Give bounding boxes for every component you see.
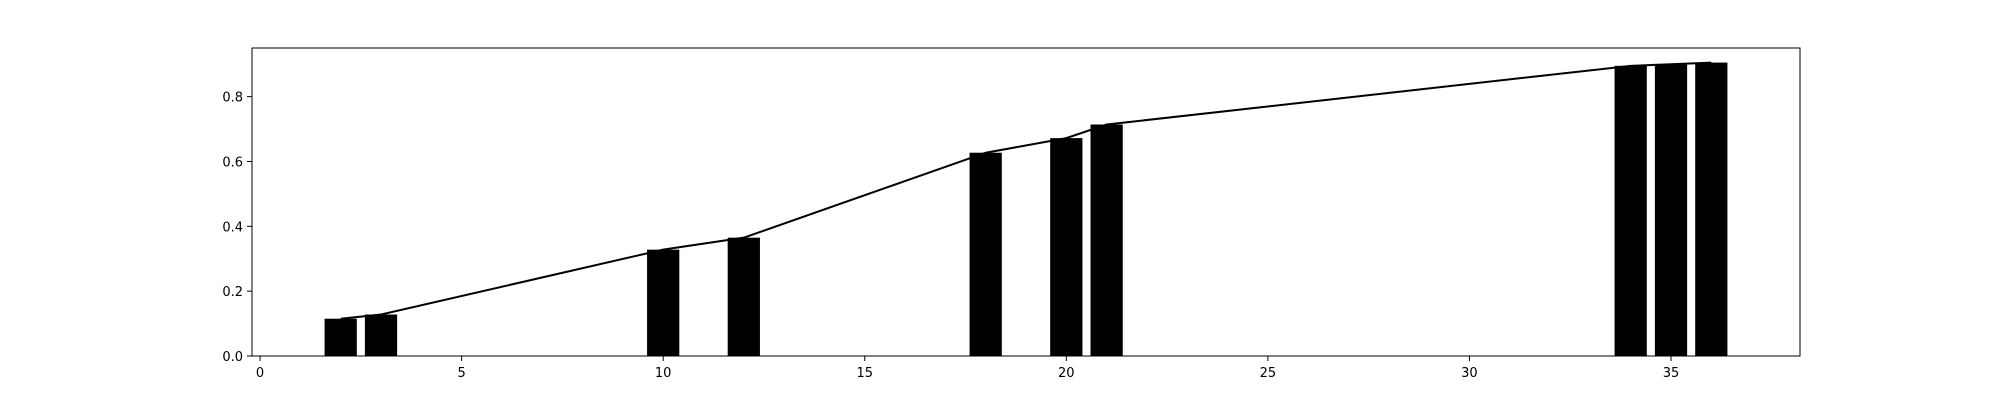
x-tick-label: 30 [1461,366,1478,381]
bar-2 [324,318,357,356]
bar-18 [969,152,1002,356]
bar-36 [1695,62,1728,356]
bar-20 [1050,138,1083,356]
x-tick-label: 35 [1663,366,1680,381]
series-line [340,61,1712,320]
axes-layer [251,47,1801,357]
x-axis-ticks: 0 5 10 15 20 25 30 35 [256,356,1679,381]
bar-3 [364,314,398,356]
y-tick-label: 0.4 [222,220,243,235]
bar-12 [727,237,760,356]
x-tick-label: 15 [856,366,873,381]
bar-21 [1090,124,1123,356]
y-tick-label: 0.6 [222,155,243,170]
x-tick-label: 5 [457,366,465,381]
x-tick-label: 20 [1058,366,1075,381]
y-axis-ticks: 0.0 0.2 0.4 0.6 0.8 [222,91,252,365]
y-tick-label: 0.0 [222,350,243,365]
x-tick-label: 25 [1260,366,1277,381]
bars-layer [324,62,1728,357]
bar-35 [1654,64,1688,357]
x-tick-label: 0 [256,366,264,381]
y-tick-label: 0.8 [222,91,243,106]
line-layer [340,61,1712,320]
x-tick-label: 10 [655,366,672,381]
y-tick-label: 0.2 [222,285,243,300]
bar-34 [1614,65,1647,357]
bar-10 [647,249,680,356]
plot-frame [251,47,1801,357]
